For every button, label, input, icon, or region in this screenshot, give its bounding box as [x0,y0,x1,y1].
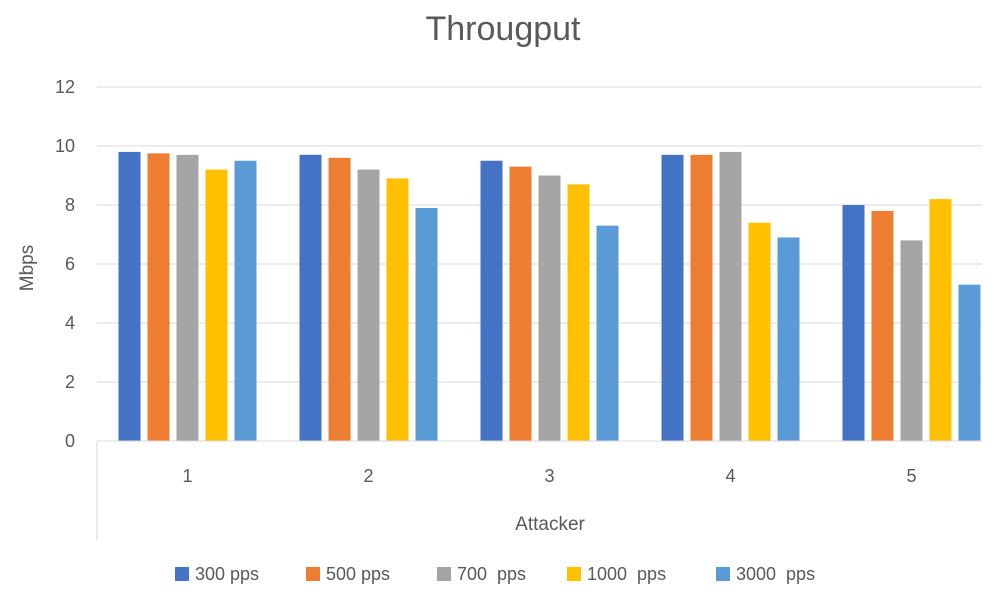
bar-3000-pps-attacker-5 [958,284,981,441]
bar-3000-pps-attacker-1 [234,160,257,441]
bar-1000-pps-attacker-2 [386,178,409,441]
bar-500-pps-attacker-1 [147,153,170,441]
x-tick-label: 2 [363,466,373,486]
bar-700-pps-attacker-4 [719,151,742,441]
y-tick-label: 12 [55,77,75,97]
legend-label: 1000 pps [587,564,666,584]
bar-3000-pps-attacker-3 [596,225,619,441]
bar-500-pps-attacker-2 [328,157,351,442]
legend-swatch [716,567,730,581]
x-tick-label: 4 [725,466,735,486]
x-tick-label: 3 [544,466,554,486]
bar-700-pps-attacker-2 [357,169,380,441]
bar-700-pps-attacker-3 [538,175,561,441]
bar-1000-pps-attacker-4 [748,222,771,441]
bar-300-pps-attacker-1 [118,151,141,441]
x-tick-label: 5 [906,466,916,486]
bar-700-pps-attacker-5 [900,240,923,441]
y-tick-label: 8 [65,195,75,215]
y-tick-label: 10 [55,136,75,156]
y-tick-label: 2 [65,372,75,392]
bar-700-pps-attacker-1 [176,154,199,441]
bar-300-pps-attacker-2 [299,154,322,441]
bar-500-pps-attacker-5 [871,210,894,441]
legend: 300 pps 500 pps 700 pps 1000 pps 3000 pps [175,564,815,584]
legend-swatch [437,567,451,581]
legend-label: 500 pps [326,564,390,584]
bar-300-pps-attacker-3 [480,160,503,441]
bar-1000-pps-attacker-5 [929,199,952,441]
bar-500-pps-attacker-3 [509,166,532,441]
bar-300-pps-attacker-5 [842,205,865,441]
legend-swatch [567,567,581,581]
legend-label: 300 pps [195,564,259,584]
y-tick-label: 0 [65,431,75,451]
bar-500-pps-attacker-4 [690,154,713,441]
bar-3000-pps-attacker-2 [415,207,438,441]
bar-1000-pps-attacker-3 [567,184,590,441]
legend-label: 700 pps [457,564,526,584]
y-tick-label: 6 [65,254,75,274]
bar-300-pps-attacker-4 [661,154,684,441]
y-tick-label: 4 [65,313,75,333]
x-tick-label: 1 [182,466,192,486]
bar-1000-pps-attacker-1 [205,169,228,441]
x-axis-title: Attacker [515,514,585,535]
legend-swatch [306,567,320,581]
legend-label: 3000 pps [736,564,815,584]
bar-3000-pps-attacker-4 [777,237,800,441]
bars [118,151,981,442]
legend-swatch [175,567,189,581]
chart-title: Througput [426,10,582,48]
y-axis-title: Mbps [17,245,38,291]
